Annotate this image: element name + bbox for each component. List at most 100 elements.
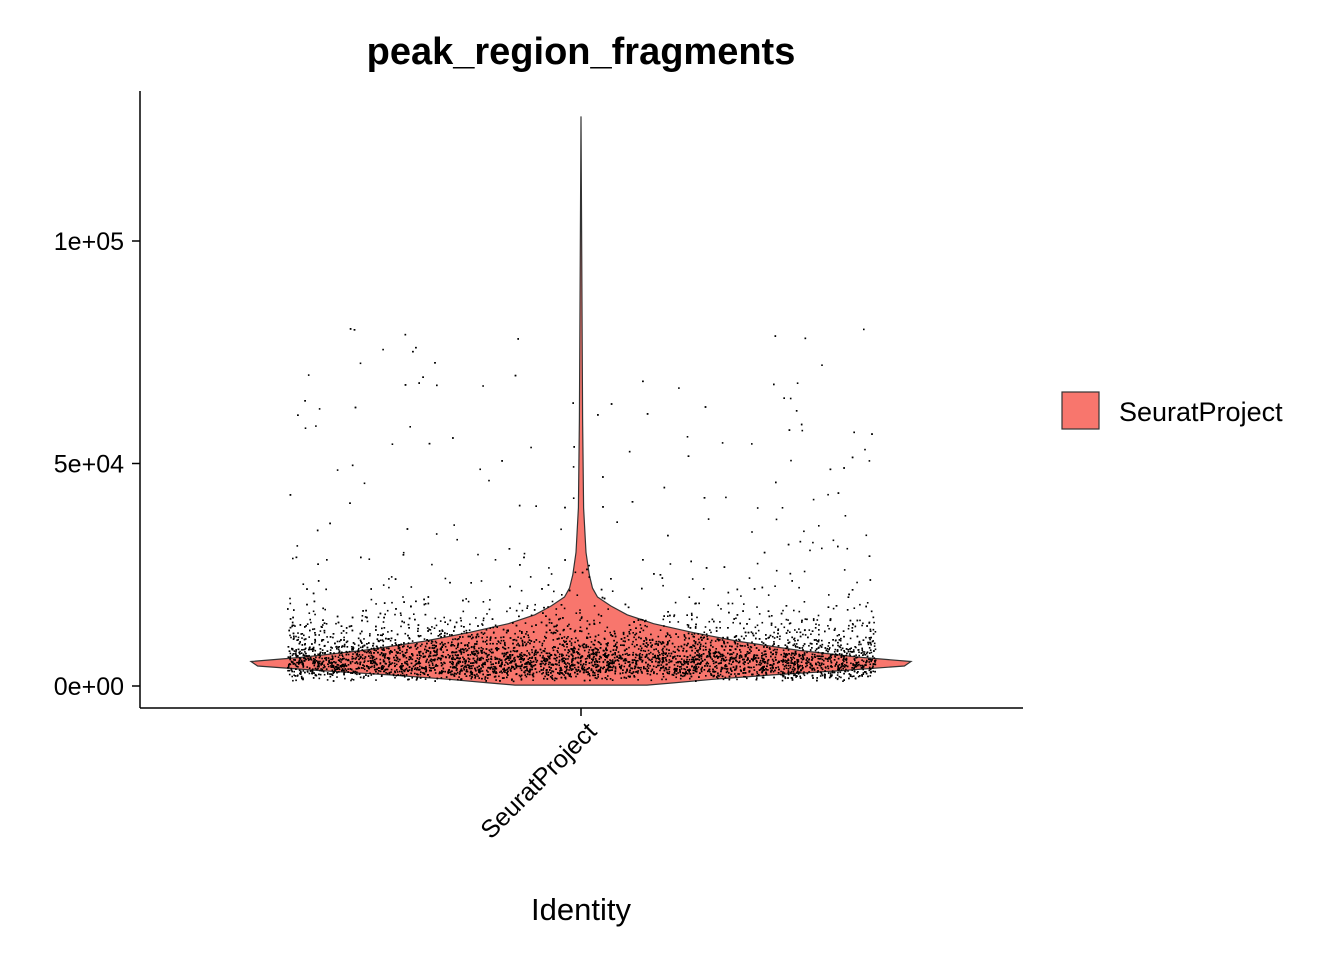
data-point [680, 661, 682, 663]
data-point [796, 671, 798, 674]
data-point [353, 643, 356, 645]
data-point [873, 645, 876, 647]
data-point [819, 671, 822, 673]
data-point [703, 669, 706, 671]
data-point [854, 664, 856, 666]
data-point [540, 621, 543, 624]
data-point [700, 670, 703, 673]
data-point [739, 639, 741, 641]
data-point [646, 669, 649, 671]
data-point [388, 651, 391, 653]
data-point [782, 609, 784, 612]
data-point [844, 658, 846, 661]
data-point [692, 669, 695, 672]
data-point [475, 649, 477, 652]
data-point [676, 655, 679, 657]
data-point [520, 654, 523, 656]
data-point [714, 670, 717, 673]
data-point [581, 664, 584, 667]
data-point [581, 666, 583, 668]
data-point [750, 666, 753, 669]
data-point [419, 677, 422, 679]
data-point [341, 654, 343, 656]
data-point [324, 652, 326, 654]
data-point [784, 659, 786, 662]
data-point [517, 338, 519, 340]
data-point [567, 658, 569, 660]
data-point [642, 380, 644, 383]
data-point [792, 656, 794, 658]
data-point [427, 661, 430, 664]
data-point [440, 657, 443, 660]
data-point [639, 669, 642, 671]
data-point [388, 578, 390, 580]
data-point [493, 676, 496, 678]
data-point [827, 625, 829, 627]
data-point [506, 651, 509, 654]
data-point [529, 668, 531, 671]
data-point [608, 663, 611, 666]
data-point [312, 662, 314, 665]
data-point [488, 479, 490, 482]
data-point [734, 673, 736, 675]
data-point [623, 665, 626, 668]
data-point [837, 669, 840, 672]
data-point [632, 640, 634, 643]
data-point [370, 674, 373, 676]
data-point [564, 671, 566, 673]
data-point [312, 610, 315, 613]
data-point [602, 649, 605, 652]
data-point [836, 674, 839, 676]
data-point [631, 643, 634, 646]
data-point [856, 656, 859, 659]
data-point [693, 660, 695, 662]
data-point [583, 669, 586, 672]
data-point [439, 620, 442, 622]
data-point [590, 661, 593, 664]
data-point [384, 654, 386, 657]
data-point [561, 660, 564, 663]
data-point [314, 638, 316, 641]
data-point [654, 656, 657, 659]
data-point [373, 661, 375, 663]
data-point [824, 647, 827, 649]
data-point [296, 545, 299, 547]
data-point [443, 661, 445, 664]
data-point [483, 663, 485, 665]
data-point [462, 610, 465, 613]
data-point [388, 658, 390, 661]
data-point [753, 666, 755, 668]
data-point [343, 657, 345, 660]
data-point [680, 658, 683, 660]
data-point [289, 494, 292, 496]
data-point [850, 647, 852, 649]
data-point [702, 645, 705, 647]
data-point [381, 666, 383, 668]
data-point [436, 653, 438, 656]
data-point [359, 657, 361, 659]
data-point [381, 627, 383, 630]
data-point [714, 656, 716, 658]
data-point [874, 661, 876, 663]
data-point [827, 650, 829, 653]
data-point [307, 374, 310, 376]
data-point [362, 650, 365, 652]
data-point [504, 648, 507, 650]
data-point [292, 557, 294, 560]
data-point [368, 655, 370, 657]
data-point [595, 669, 598, 672]
data-point [683, 659, 685, 662]
data-point [512, 666, 515, 668]
data-point [469, 635, 471, 638]
data-point [493, 669, 496, 671]
data-point [625, 659, 628, 662]
data-point [730, 653, 732, 655]
data-point [653, 656, 656, 659]
data-point [796, 658, 798, 661]
data-point [692, 656, 695, 659]
data-point [670, 652, 673, 655]
data-point [743, 663, 746, 666]
data-point [499, 642, 502, 645]
data-point [480, 646, 483, 649]
data-point [805, 662, 808, 665]
